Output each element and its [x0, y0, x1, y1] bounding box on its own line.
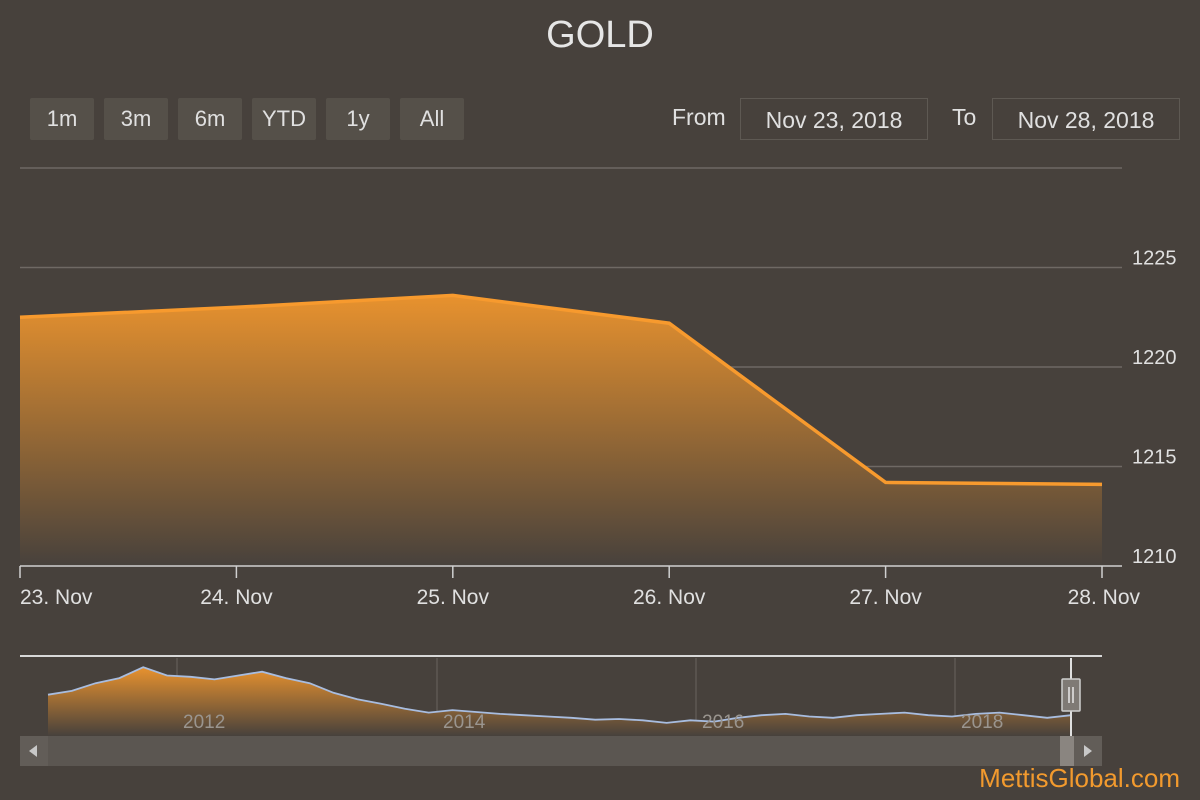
range-button-6m[interactable]: 6m	[178, 98, 242, 140]
navigator-area	[48, 667, 1071, 736]
navigator-year-label: 2016	[702, 712, 744, 733]
y-tick-label: 1220	[1132, 347, 1177, 369]
series-line	[19, 293, 1103, 487]
scrollbar[interactable]	[20, 736, 1102, 766]
range-button-3m[interactable]: 3m	[104, 98, 168, 140]
navigator-handle[interactable]	[1061, 678, 1081, 712]
y-tick-label: 1225	[1132, 248, 1177, 270]
y-axis-ticks: 1210 1215 1220 1225	[1132, 248, 1177, 569]
y-tick-label: 1215	[1132, 447, 1177, 469]
x-tick-label: 27. Nov	[849, 586, 922, 609]
x-tick-label: 24. Nov	[200, 586, 273, 609]
y-tick-label: 1210	[1132, 546, 1177, 568]
navigator-year-labels: 2012 2014 2016 2018	[183, 712, 1003, 733]
navigator-year-label: 2012	[183, 712, 225, 733]
arrow-left-icon	[29, 745, 37, 757]
to-label: To	[952, 104, 977, 130]
chart-title: GOLD	[546, 14, 654, 56]
navigator-year-label: 2014	[443, 712, 486, 733]
x-axis-ticks: 23. Nov 24. Nov 25. Nov 26. Nov 27. Nov 28. N…	[19, 566, 1141, 609]
range-button-all[interactable]: All	[400, 98, 464, 140]
arrow-right-icon	[1084, 745, 1092, 757]
scrollbar-thumb[interactable]	[1060, 736, 1074, 766]
series-area	[20, 295, 1102, 566]
range-button-ytd[interactable]: YTD	[252, 98, 316, 140]
range-button-1m[interactable]: 1m	[30, 98, 94, 140]
x-tick-label: 25. Nov	[417, 586, 490, 609]
from-label: From	[672, 104, 726, 130]
navigator-year-label: 2018	[961, 712, 1003, 733]
data-points	[19, 295, 1103, 485]
range-button-1y[interactable]: 1y	[326, 98, 390, 140]
x-tick-label: 26. Nov	[633, 586, 706, 609]
to-date-input[interactable]: Nov 28, 2018	[992, 98, 1180, 140]
x-tick-label: 28. Nov	[1068, 586, 1141, 609]
navigator[interactable]: 2012 2014 2016 2018	[20, 655, 1102, 766]
navigator-line	[47, 666, 1072, 724]
watermark: MettisGlobal.com	[979, 763, 1180, 793]
scrollbar-track[interactable]	[20, 736, 1102, 766]
from-date-input[interactable]: Nov 23, 2018	[740, 98, 928, 140]
x-tick-label: 23. Nov	[20, 586, 93, 609]
